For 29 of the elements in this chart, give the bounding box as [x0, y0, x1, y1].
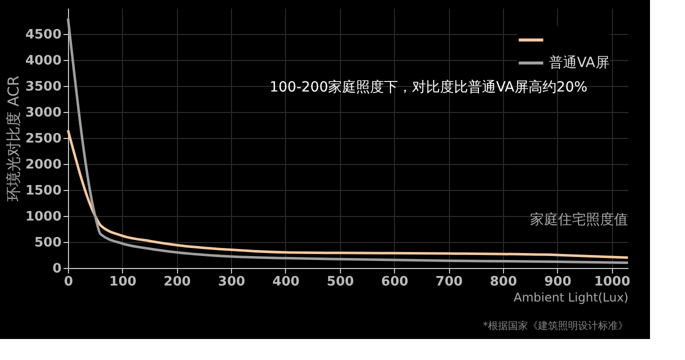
annotation: 家庭住宅照度值	[530, 212, 628, 228]
y-tick-label: 0	[52, 262, 62, 276]
x-tick-label: 500	[326, 274, 354, 290]
y-tick-label: 3500	[25, 80, 62, 94]
x-tick-label: 200	[164, 274, 191, 290]
x-tick-label: 700	[436, 274, 463, 290]
y-tick-label: 1500	[25, 184, 62, 198]
x-tick-label: 600	[381, 274, 408, 290]
x-tick-label: 900	[544, 274, 572, 290]
legend-label: 普通VA屏	[549, 54, 610, 71]
y-tick-label: 4500	[25, 28, 62, 42]
y-tick-label: 4000	[25, 54, 62, 68]
x-axis-title: Ambient Light(Lux)	[514, 290, 628, 304]
x-tick-label: 1000	[594, 274, 630, 290]
y-tick-label: 500	[34, 236, 62, 250]
line-series	[66, 128, 630, 259]
text: *根据国家《建筑照明设计标准》	[483, 320, 628, 332]
line-series	[66, 17, 630, 264]
y-tick-label: 2500	[25, 132, 62, 146]
x-tick-label: 300	[218, 274, 246, 290]
y-tick-label: 3000	[25, 106, 62, 120]
x-tick-label: 400	[272, 274, 300, 290]
x-tick-label: 100	[109, 274, 136, 290]
x-tick-label: 800	[490, 274, 518, 290]
y-axis-title: 环境光对比度 ACR	[4, 76, 22, 202]
x-tick-label: 0	[64, 274, 74, 290]
y-tick-label: 1000	[25, 210, 62, 224]
annotation: 100-200家庭照度下，对比度比普通VA屏高约20%	[270, 78, 588, 96]
y-tick-label: 2000	[25, 158, 62, 172]
